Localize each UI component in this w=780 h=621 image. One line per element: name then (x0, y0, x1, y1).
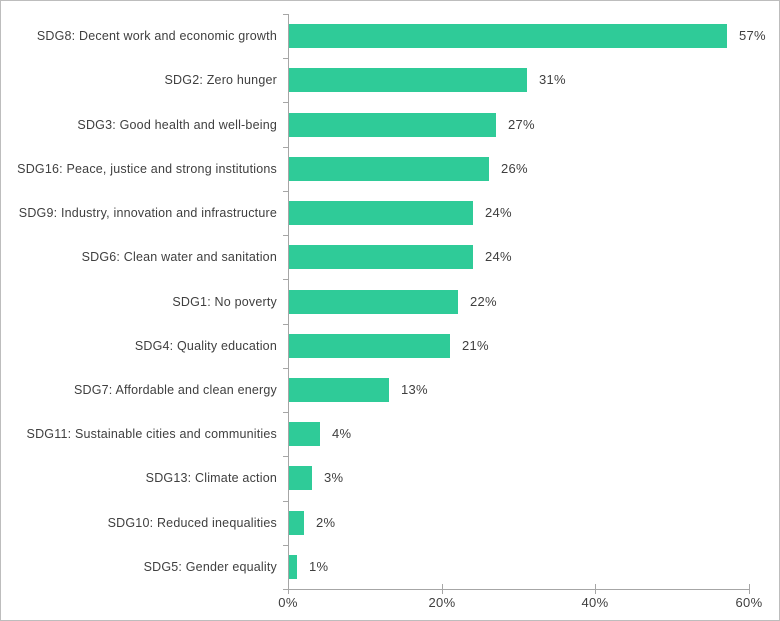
bar (289, 555, 297, 579)
bar (289, 378, 389, 402)
x-axis-tick-label: 40% (581, 595, 609, 610)
value-label: 27% (508, 117, 535, 132)
value-label: 1% (309, 559, 329, 574)
y-axis-tick (283, 589, 288, 590)
y-axis-tick (283, 456, 288, 457)
bar (289, 113, 496, 137)
x-axis-tick (595, 584, 596, 594)
y-axis-tick (283, 58, 288, 59)
y-axis-tick (283, 147, 288, 148)
category-label: SDG4: Quality education (134, 339, 277, 353)
value-label: 24% (485, 205, 512, 220)
bar (289, 466, 312, 490)
y-axis-tick (283, 102, 288, 103)
category-label: SDG6: Clean water and sanitation (81, 250, 277, 264)
y-axis-tick (283, 545, 288, 546)
value-label: 26% (501, 161, 528, 176)
y-axis-tick (283, 501, 288, 502)
category-label: SDG3: Good health and well-being (77, 118, 277, 132)
x-axis-line (288, 589, 749, 590)
y-axis-tick (283, 279, 288, 280)
category-label: SDG9: Industry, innovation and infrastru… (18, 206, 277, 220)
value-label: 3% (324, 470, 344, 485)
category-label: SDG2: Zero hunger (164, 73, 277, 87)
value-label: 24% (485, 249, 512, 264)
bar (289, 422, 320, 446)
value-label: 31% (539, 72, 566, 87)
bar (289, 245, 473, 269)
value-label: 57% (739, 28, 766, 43)
bar (289, 511, 304, 535)
category-label: SDG5: Gender equality (143, 560, 277, 574)
category-label: SDG10: Reduced inequalities (107, 516, 277, 530)
value-label: 22% (470, 294, 497, 309)
value-label: 21% (462, 338, 489, 353)
category-label: SDG8: Decent work and economic growth (36, 29, 277, 43)
bar (289, 290, 458, 314)
value-label: 13% (401, 382, 428, 397)
x-axis-tick (288, 584, 289, 594)
value-label: 2% (316, 515, 336, 530)
y-axis-tick (283, 235, 288, 236)
y-axis-tick (283, 14, 288, 15)
x-axis-tick (749, 584, 750, 594)
x-axis-tick-label: 0% (278, 595, 298, 610)
category-label: SDG11: Sustainable cities and communitie… (26, 427, 277, 441)
x-axis-tick (442, 584, 443, 594)
y-axis-tick (283, 324, 288, 325)
bar (289, 68, 527, 92)
category-label: SDG1: No poverty (172, 295, 277, 309)
y-axis-line (288, 14, 289, 590)
bar (289, 201, 473, 225)
bar (289, 157, 489, 181)
category-label: SDG7: Affordable and clean energy (73, 383, 277, 397)
category-label: SDG16: Peace, justice and strong institu… (17, 162, 277, 176)
x-axis-tick-label: 60% (735, 595, 763, 610)
y-axis-tick (283, 368, 288, 369)
category-label: SDG13: Climate action (145, 471, 277, 485)
value-label: 4% (332, 426, 352, 441)
y-axis-tick (283, 191, 288, 192)
bar (289, 24, 727, 48)
y-axis-tick (283, 412, 288, 413)
bar (289, 334, 450, 358)
x-axis-tick-label: 20% (428, 595, 456, 610)
